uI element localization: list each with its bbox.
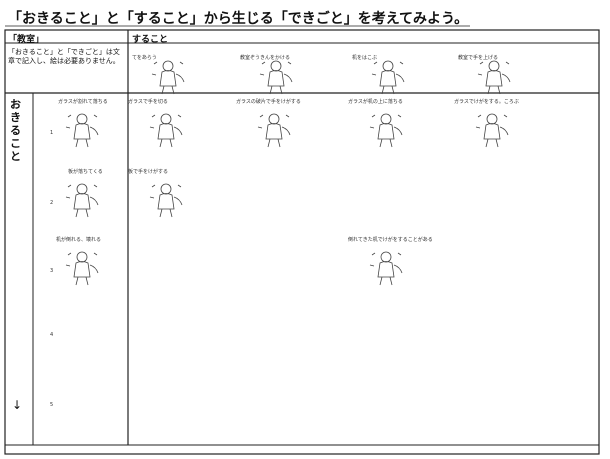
event-label: 机が倒れる、壊れる (56, 237, 102, 243)
event-number: 4 (50, 332, 54, 338)
event-number: 2 (50, 200, 54, 206)
illustration (149, 183, 183, 218)
illustration (149, 113, 183, 148)
illustration (369, 251, 403, 286)
event-cell: 倒れてきた机でけがをすることがある (348, 237, 433, 243)
event-cell: ガラスで手を切る (128, 99, 168, 105)
event-number: 1 (50, 130, 54, 136)
row-label: おきること (10, 98, 21, 163)
place-header: 「教室」 (8, 35, 45, 45)
illustration (371, 60, 405, 95)
illustration (151, 60, 185, 95)
illustration (259, 60, 293, 95)
event-number: 3 (50, 268, 54, 274)
title: 「おきること」と「すること」から生じる「できごと」を考えてみよう。 (8, 11, 469, 27)
illustration (65, 113, 99, 148)
illustration (477, 60, 511, 95)
event-label: ガラスが割れて落ちる (58, 99, 108, 105)
action-label: 机をはこぶ (352, 55, 378, 61)
event-cell: ガラスでけがをする。ころぶ (454, 99, 519, 105)
note: 「おきること」と「できごと」は文章で記入し、絵は必要ありません。 (8, 48, 120, 65)
illustration (65, 251, 99, 286)
action-label: 教室で手を上げる (458, 55, 499, 61)
event-cell: ガラスの破片で手をけがする (236, 99, 301, 105)
event-label: 板が落ちてくる (68, 169, 103, 175)
illustration (475, 113, 509, 148)
event-cell: ガラスが机の上に落ちる (348, 99, 403, 105)
arrow: ↓ (12, 398, 23, 412)
action-label: 教室ぞうきんをかける (240, 55, 291, 61)
illustration (65, 183, 99, 218)
outer-border (4, 29, 600, 455)
illustration (257, 113, 291, 148)
illustration (369, 113, 403, 148)
event-cell: 板で手をけがする (128, 169, 169, 175)
action-label: てをあらう (132, 55, 157, 61)
event-number: 5 (50, 402, 54, 408)
action-header: すること (132, 35, 169, 45)
